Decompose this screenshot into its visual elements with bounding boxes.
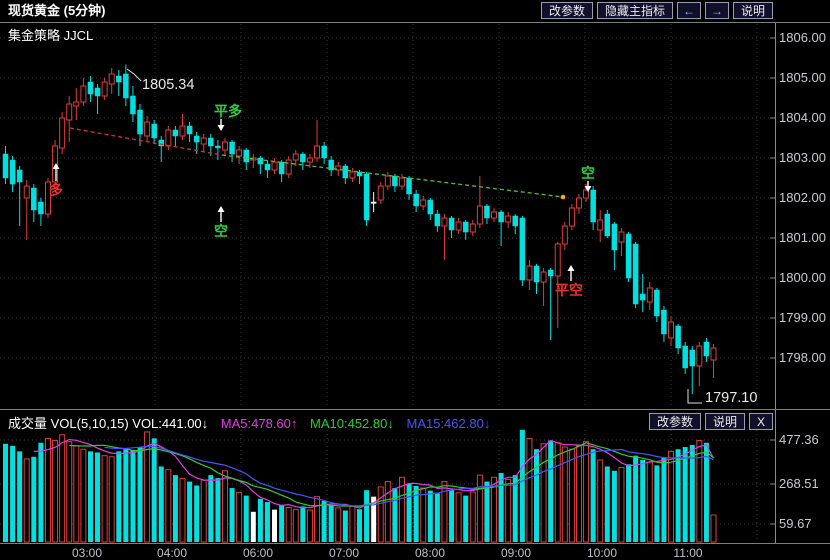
price-axis-label: 1802.00 <box>779 190 826 205</box>
price-axis-label: 1805.00 <box>779 70 826 85</box>
price-axis-label: 1806.00 <box>779 30 826 45</box>
ma10-value-label: MA10:452.80↓ <box>310 416 394 431</box>
svg-text:1797.10: 1797.10 <box>705 390 757 406</box>
price-axis-label: 1800.00 <box>779 270 826 285</box>
volume-axis-label: 477.36 <box>779 432 819 447</box>
svg-text:平空: 平空 <box>555 282 583 298</box>
vol-value-label: 成交量 VOL(5,10,15) VOL:441.00↓ <box>8 416 209 431</box>
top-bar: 现货黄金 (5分钟) 改参数 隐藏主指标 ← → 说明 <box>0 0 830 23</box>
svg-text:平多: 平多 <box>214 103 242 119</box>
top-bar-buttons: 改参数 隐藏主指标 ← → 说明 <box>540 2 773 19</box>
svg-text:1805.34: 1805.34 <box>142 77 194 93</box>
svg-text:多: 多 <box>49 182 63 198</box>
svg-text:空: 空 <box>581 165 595 181</box>
volume-legend: 成交量 VOL(5,10,15) VOL:441.00↓ MA5:478.60↑… <box>8 413 499 432</box>
volume-pane-header: 成交量 VOL(5,10,15) VOL:441.00↓ MA5:478.60↑… <box>0 409 830 432</box>
hide-main-indicator-button[interactable]: 隐藏主指标 <box>596 2 673 19</box>
help-button[interactable]: 说明 <box>732 2 773 19</box>
ma15-value-label: MA15:462.80↓ <box>406 416 491 431</box>
svg-text:空: 空 <box>214 223 228 239</box>
time-axis-label: 11:00 <box>673 546 703 560</box>
time-axis-label: 06:00 <box>242 546 274 560</box>
volume-help-button[interactable]: 说明 <box>704 413 745 430</box>
change-params-button[interactable]: 改参数 <box>540 2 593 19</box>
time-axis-label: 09:00 <box>500 546 532 560</box>
volume-change-params-button[interactable]: 改参数 <box>648 413 701 430</box>
volume-pane-buttons: 改参数 说明 X <box>648 413 773 430</box>
time-axis-label: 03:00 <box>71 546 103 560</box>
volume-close-button[interactable]: X <box>748 413 773 430</box>
ma5-value-label: MA5:478.60↑ <box>220 416 298 431</box>
price-axis-label: 1803.00 <box>779 150 826 165</box>
page-title: 现货黄金 (5分钟) <box>8 3 106 18</box>
time-axis-label: 10:00 <box>586 546 618 560</box>
price-axis-label: 1804.00 <box>779 110 826 125</box>
indicator-name-label: 集金策略 JJCL <box>8 28 94 43</box>
time-axis-bar <box>0 543 830 560</box>
time-axis-label: 04:00 <box>156 546 188 560</box>
price-axis-label: 1798.00 <box>779 350 826 365</box>
volume-axis-label: 268.51 <box>779 476 819 491</box>
prev-arrow-button[interactable]: ← <box>676 2 701 19</box>
time-axis-label: 08:00 <box>414 546 446 560</box>
volume-axis-label: 59.67 <box>779 516 812 531</box>
time-axis-label: 07:00 <box>328 546 360 560</box>
price-axis-label: 1799.00 <box>779 310 826 325</box>
price-axis-label: 1801.00 <box>779 230 826 245</box>
next-arrow-button[interactable]: → <box>704 2 729 19</box>
